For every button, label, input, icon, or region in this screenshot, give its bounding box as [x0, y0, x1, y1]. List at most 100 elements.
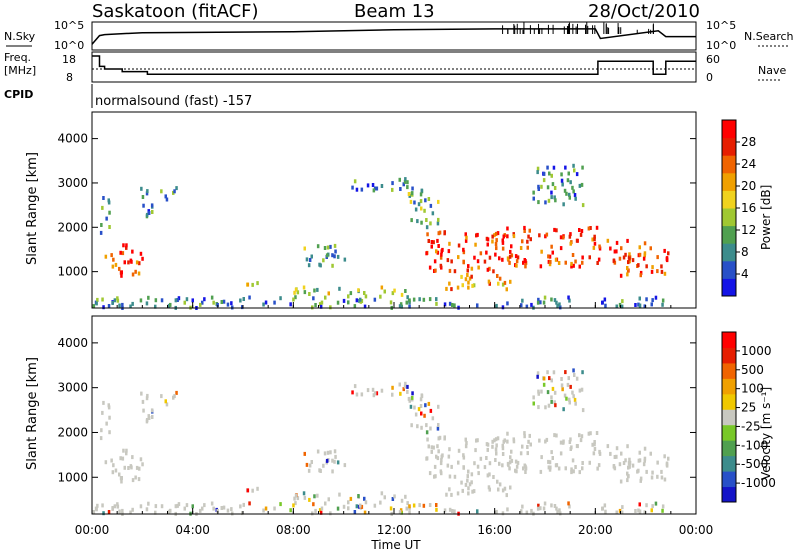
power-cell [437, 217, 440, 222]
power-cell [201, 300, 204, 305]
velocity-cell [302, 491, 306, 496]
power-cell [107, 200, 111, 205]
velocity-cell [107, 403, 110, 408]
velocity-cell [462, 453, 465, 458]
power-cell [373, 297, 377, 302]
power-cell [568, 234, 572, 239]
power-cell [150, 203, 154, 208]
power-cell [645, 264, 648, 269]
power-cell [402, 182, 405, 187]
power-cell [520, 303, 523, 308]
freq-tick-bottom: 8 [66, 71, 73, 84]
power-cell [406, 295, 409, 300]
velocity-colorbar-tick-label: 25 [741, 401, 756, 415]
freq-tick-top: 18 [62, 53, 76, 66]
power-cell [559, 246, 563, 251]
velocity-colorbar-label: Velocity [m s⁻¹] [759, 387, 773, 480]
power-cell [491, 239, 494, 244]
velocity-cell [440, 458, 443, 463]
power-cell [508, 260, 511, 265]
power-cell [574, 259, 577, 264]
velocity-panel-frame [91, 315, 697, 515]
power-cell [503, 280, 507, 285]
velocity-colorbar-tick-label: -100 [741, 438, 768, 452]
power-cell [312, 296, 315, 301]
power-cell [422, 297, 426, 302]
power-cell [543, 295, 547, 300]
velocity-cell [591, 442, 594, 447]
power-cell [329, 244, 332, 249]
velocity-cell [626, 444, 629, 449]
velocity-cell [107, 405, 111, 410]
velocity-cell [626, 474, 630, 478]
power-cell [497, 281, 500, 286]
power-cell [400, 292, 404, 297]
velocity-cell [650, 508, 653, 513]
power-cell [667, 251, 670, 256]
velocity-cell [559, 451, 563, 456]
power-cell [550, 244, 553, 249]
power-colorbar-tick-label: 16 [741, 201, 756, 215]
velocity-cell [544, 405, 547, 410]
power-cell [491, 234, 494, 239]
velocity-cell [426, 437, 429, 442]
velocity-cell [563, 393, 567, 398]
velocity-cell [307, 468, 311, 473]
velocity-cell [408, 510, 411, 515]
power-cell [537, 187, 540, 191]
velocity-cell [450, 492, 453, 497]
velocity-cell [639, 476, 643, 481]
velocity-cell [620, 510, 624, 515]
power-cell [154, 304, 157, 309]
velocity-cell [495, 443, 498, 448]
nsky-tick-top: 10^5 [54, 19, 84, 32]
power-cell [355, 187, 359, 192]
power-cell [418, 297, 421, 302]
power-cell [131, 249, 134, 254]
velocity-cell [445, 492, 448, 497]
velocity-colorbar-swatch [722, 393, 736, 410]
power-cell [210, 295, 214, 300]
velocity-cell [474, 448, 477, 453]
power-cell [175, 186, 178, 191]
velocity-cell [131, 478, 135, 483]
velocity-cell [613, 466, 617, 471]
velocity-cell [573, 397, 577, 402]
velocity-cell [127, 466, 130, 470]
power-cell [536, 300, 540, 305]
velocity-cell [542, 506, 546, 511]
power-cell [544, 200, 547, 205]
power-cell [651, 298, 654, 303]
xtick-label: 00:00 [75, 523, 110, 537]
power-cell [457, 255, 460, 260]
velocity-cell [530, 508, 533, 513]
velocity-cell [333, 449, 337, 454]
velocity-cell [430, 449, 433, 454]
velocity-cell [112, 463, 115, 468]
power-ytick-label: 4000 [57, 132, 88, 146]
power-cell [380, 285, 384, 290]
power-cell [542, 171, 546, 176]
power-cell [544, 234, 547, 239]
velocity-cell [145, 396, 149, 401]
velocity-cell [293, 496, 296, 501]
power-colorbar-swatch [722, 225, 736, 244]
power-cell [448, 301, 452, 306]
power-cell [609, 246, 612, 251]
velocity-cell [494, 447, 498, 452]
velocity-cell [525, 510, 529, 515]
velocity-cell [568, 397, 571, 402]
velocity-cell [320, 506, 324, 511]
power-cell [462, 259, 465, 264]
power-cell [536, 170, 539, 175]
power-cell [313, 288, 316, 293]
velocity-cell [420, 425, 423, 430]
power-cell [506, 256, 510, 261]
power-cell [550, 173, 553, 178]
velocity-cell [323, 451, 327, 456]
power-cell [92, 304, 96, 309]
power-cell [554, 257, 558, 262]
power-cell [111, 301, 114, 305]
velocity-cell [443, 435, 446, 440]
